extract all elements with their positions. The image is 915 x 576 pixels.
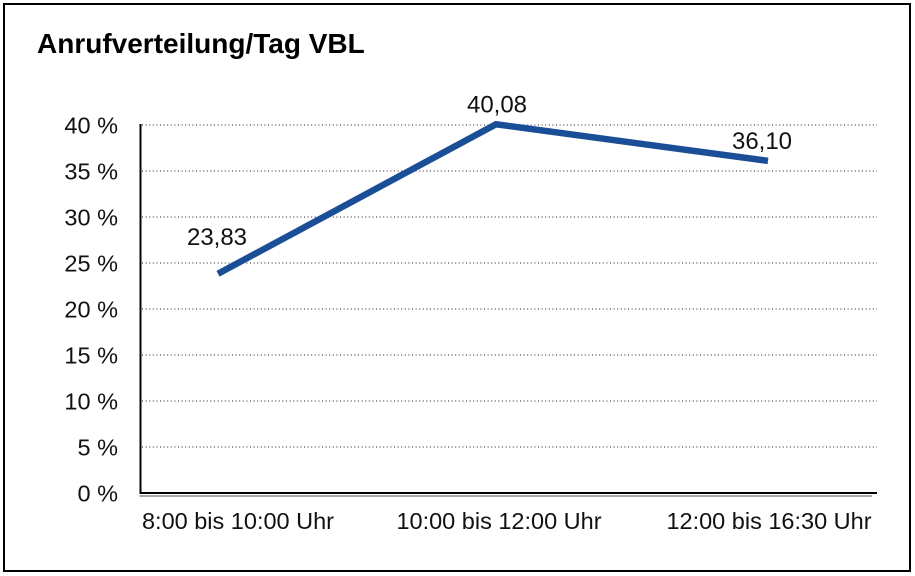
data-label: 36,10 (732, 128, 792, 155)
y-tick-label: 35 % (64, 159, 118, 185)
axes (139, 124, 877, 497)
series-line (216, 120, 769, 277)
y-tick-label: 0 % (78, 481, 119, 507)
data-series (216, 120, 769, 277)
chart-title: Anrufverteilung/Tag VBL (37, 28, 365, 59)
data-label: 40,08 (467, 91, 527, 118)
y-tick-label: 30 % (64, 205, 118, 231)
gridlines (142, 124, 877, 448)
x-tick-label: 12:00 bis 16:30 Uhr (666, 508, 871, 534)
data-labels: 23,83 40,08 36,10 (187, 91, 792, 251)
x-tick-label: 8:00 bis 10:00 Uhr (142, 508, 334, 534)
x-tick-label: 10:00 bis 12:00 Uhr (396, 508, 601, 534)
y-tick-label: 15 % (64, 343, 118, 369)
y-tick-label: 10 % (64, 389, 118, 415)
y-tick-label: 5 % (78, 435, 119, 461)
y-axis-tick-labels: 0 % 5 % 10 % 15 % 20 % 25 % 30 % 35 % 40 % (64, 113, 118, 507)
x-axis-tick-labels: 8:00 bis 10:00 Uhr 10:00 bis 12:00 Uhr 12:… (142, 508, 872, 534)
y-tick-label: 25 % (64, 251, 118, 277)
data-label: 23,83 (187, 224, 247, 251)
y-tick-label: 20 % (64, 297, 118, 323)
y-tick-label: 40 % (64, 113, 118, 139)
